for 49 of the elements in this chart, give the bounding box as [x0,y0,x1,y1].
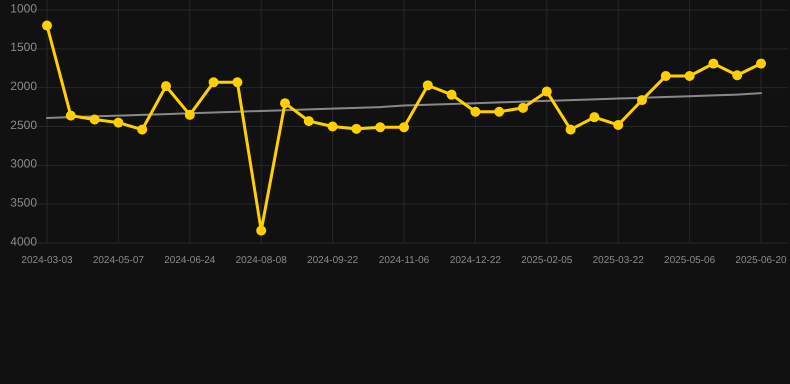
point [399,122,409,132]
point [161,81,171,92]
point [494,106,504,117]
point [66,110,76,121]
x-tick-label: 2024-08-08 [236,255,288,266]
point [328,122,338,132]
point [42,20,52,31]
x-tick-label: 2025-03-22 [592,255,644,266]
point [660,71,671,82]
x-tick-label: 2024-11-06 [378,255,430,266]
x-tick-label: 2024-12-22 [450,255,502,266]
x-tick-label: 2025-05-06 [664,255,716,266]
y-tick-label: 4000 [10,234,38,248]
point [113,118,124,128]
point [304,116,314,126]
point [542,86,552,97]
x-tick-label: 2024-06-24 [164,255,216,266]
y-tick-label: 1500 [10,40,38,54]
point [90,114,100,125]
point [613,120,624,130]
point [280,98,290,108]
y-tick-label: 2500 [10,118,38,132]
point [422,80,433,90]
x-tick-label: 2024-09-22 [307,255,359,266]
y-tick-label: 3000 [10,156,38,171]
point [351,124,362,134]
x-tick-label: 2025-06-20 [735,255,788,266]
point [470,106,480,117]
point [684,71,695,82]
point [208,77,219,88]
point [375,122,386,132]
y-tick-label: 2000 [10,79,38,94]
point [708,58,718,69]
point [589,112,600,122]
point [732,70,742,80]
point [256,226,266,236]
point [637,95,647,106]
point [184,110,195,120]
point [232,77,242,88]
point [756,58,766,69]
y-tick-label: 3500 [10,196,38,210]
x-tick-label: 2024-05-07 [92,255,144,266]
point [446,90,457,100]
y-tick-label: 1000 [10,1,38,16]
x-tick-label: 2024-03-03 [21,255,74,266]
point [518,102,528,113]
x-tick-label: 2025-02-05 [521,255,573,266]
point [137,124,148,135]
point [566,124,576,135]
